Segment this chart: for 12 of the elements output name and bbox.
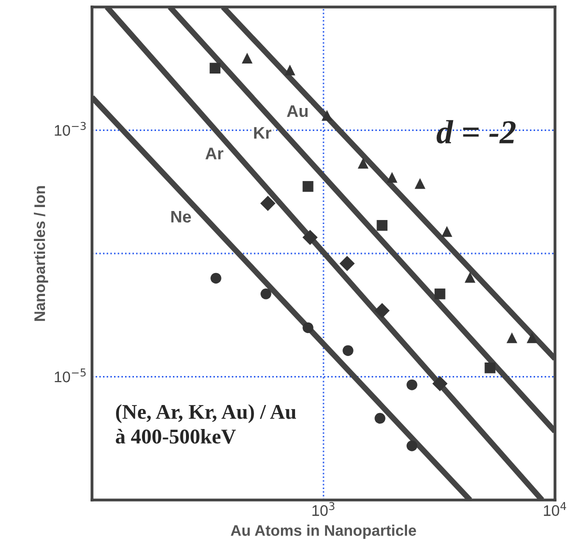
annotation: (Ne, Ar, Kr, Au) / Au à 400-500keV	[116, 404, 296, 444]
y-tick-label: 10$^{−5}$	[54, 368, 86, 382]
y-tick-label: 10$^{−3}$	[54, 122, 86, 136]
x-axis-title: Au Atoms in Nanoparticle	[230, 524, 416, 539]
series-label: Ne	[171, 210, 191, 223]
x-tick-label: 10$^{3}$	[312, 502, 334, 516]
x-tick-label: 10$^{4}$	[544, 502, 566, 516]
series-label: Ar	[205, 148, 224, 160]
annotation: d = -2	[436, 120, 516, 144]
series-label: Au	[286, 105, 308, 117]
series-label: Kr	[254, 127, 272, 139]
y-axis-title: Nanoparticles / Ion	[34, 186, 48, 321]
